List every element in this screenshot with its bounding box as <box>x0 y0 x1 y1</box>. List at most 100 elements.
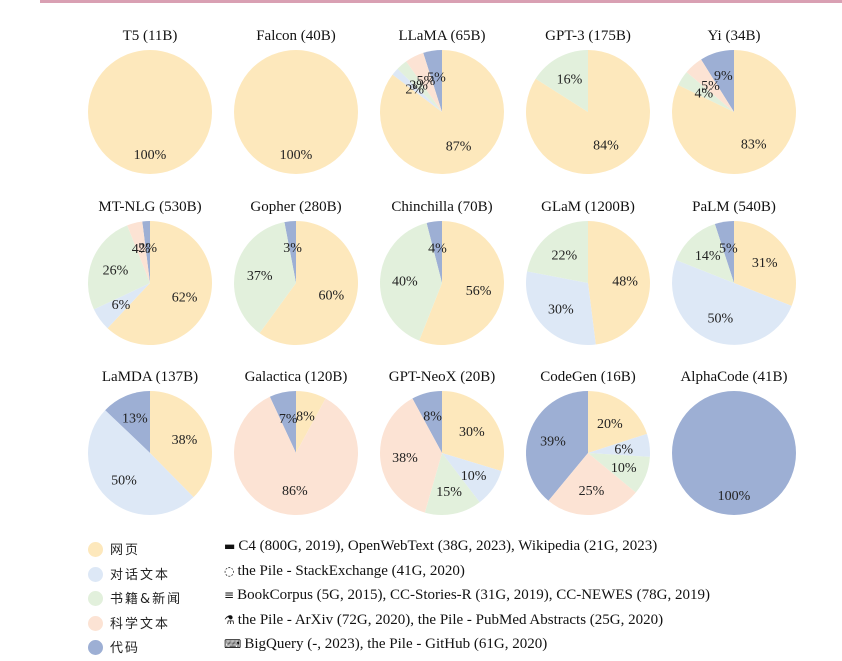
pie-slice-label: 4% <box>428 241 447 256</box>
pie-slice-label: 8% <box>296 410 315 425</box>
pie-slice-label: 5% <box>719 241 738 256</box>
pie-slice <box>379 50 504 174</box>
pie-title: MT-NLG (530B) <box>98 199 201 215</box>
pie-slice-label: 84% <box>593 139 619 154</box>
pie-title: LLaMA (65B) <box>398 28 485 44</box>
pie-chart: GLaM (1200B) 48% 30% 22% <box>526 199 650 345</box>
pie-chart: Falcon (40B) 100% <box>234 28 358 174</box>
pie-slice <box>442 391 504 472</box>
pie-slice <box>419 221 504 345</box>
pie-slice-label: 14% <box>695 249 721 264</box>
pie-title: T5 (11B) <box>123 28 178 44</box>
pie-slice-label: 20% <box>597 417 623 432</box>
legend-sources-text: the Pile - StackExchange (41G, 2020) <box>237 562 465 579</box>
top-divider <box>40 0 842 3</box>
pie-slice <box>88 410 194 515</box>
pie-slice-label: 48% <box>612 275 638 290</box>
pie-chart: GPT-NeoX (20B) 8% 30% 10%15% 38% <box>379 369 504 515</box>
pie-slice-label: 4% <box>694 86 713 101</box>
legend-label-science: 科学文本 <box>110 616 171 632</box>
legend-sources-dialogue: ◌ the Pile - StackExchange (41G, 2020) <box>224 563 465 580</box>
pie-slice <box>588 221 650 345</box>
pie-slice-label: 26% <box>103 263 129 278</box>
pie-slice <box>676 224 734 283</box>
pie-slice <box>406 52 442 112</box>
pie-slice <box>714 221 734 283</box>
pie-slice <box>672 260 792 345</box>
pie-slice <box>527 221 588 283</box>
pie-slice-label: 7% <box>279 412 298 427</box>
microscope-icon: ⚗ <box>224 612 235 627</box>
pie-slice-label: 86% <box>282 484 308 499</box>
pie-title: PaLM (540B) <box>692 199 776 215</box>
legend-swatch-web <box>88 542 103 557</box>
pie-slice <box>588 433 650 457</box>
pie-slice-label: 39% <box>540 434 566 449</box>
pie-slice <box>423 50 442 112</box>
legend-sources-text: BigQuery (-, 2023), the Pile - GitHub (6… <box>244 636 548 653</box>
legend-row-code: 代码 ⌨ BigQuery (-, 2023), the Pile - GitHu… <box>88 636 828 661</box>
legend-swatch-dialogue <box>88 566 103 582</box>
pie-slice <box>105 391 150 453</box>
pie-slice <box>701 50 734 112</box>
legend-sources-text: the Pile - ArXiv (72G, 2020), the Pile -… <box>237 611 664 628</box>
pie-slice <box>150 391 212 498</box>
pie-slice <box>379 222 442 341</box>
pie-slice-label: 5% <box>417 74 436 89</box>
pie-title: CodeGen (16B) <box>540 369 635 385</box>
pie-slice <box>672 391 796 515</box>
pie-slice-label: 9% <box>714 69 733 84</box>
pie-slice-label: 13% <box>122 412 148 427</box>
pie-slice <box>686 59 734 112</box>
pie-title: Yi (34B) <box>708 28 761 44</box>
pie-slice <box>392 68 442 112</box>
speech-bubble-icon: ◌ <box>224 563 235 578</box>
pie-chart: Yi (34B) 9% 83% 4%5% <box>672 28 796 174</box>
legend-row-dialogue: 对话文本 ◌ the Pile - StackExchange (41G, 202… <box>88 563 828 588</box>
pie-slice-label: 8% <box>423 410 442 425</box>
legend-label-dialogue: 对话文本 <box>110 567 171 583</box>
pie-slice-label: 6% <box>614 442 633 457</box>
pie-slice <box>442 453 502 503</box>
pie-slice <box>269 391 296 453</box>
pie-slice <box>426 221 442 283</box>
pie-slice-label: 87% <box>446 139 472 154</box>
pie-slice <box>93 283 150 329</box>
legend-row-books: 书籍&新闻 ≡ BookCorpus (5G, 2015), CC-Stories… <box>88 587 828 612</box>
pie-title: LaMDA (137B) <box>102 369 198 385</box>
pie-slice-label: 56% <box>466 284 492 299</box>
pie-slice <box>234 50 358 174</box>
legend-sources-code: ⌨ BigQuery (-, 2023), the Pile - GitHub (… <box>224 636 547 653</box>
pie-chart: Gopher (280B) 3% 60% 37% <box>233 199 358 345</box>
laptop-icon: ▬ <box>224 539 236 553</box>
pie-slice-label: 30% <box>459 425 485 440</box>
pie-chart: T5 (11B) 100% <box>88 28 212 174</box>
pie-slice-label: 31% <box>752 256 778 271</box>
pie-title: GPT-NeoX (20B) <box>389 369 496 385</box>
pie-title: GPT-3 (175B) <box>545 28 631 44</box>
legend-sources-web: ▬ C4 (800G, 2019), OpenWebText (38G, 2023… <box>224 538 657 555</box>
pie-slice-label: 100% <box>134 148 167 163</box>
legend-sources-books: ≡ BookCorpus (5G, 2015), CC-Stories-R (31… <box>224 587 710 604</box>
legend-label-web: 网页 <box>110 543 141 558</box>
pie-slice-label: 3% <box>409 79 428 94</box>
pie-slice <box>397 61 442 112</box>
pie-chart: LaMDA (137B) 13% 38% 50% <box>88 369 212 515</box>
pie-slice-label: 38% <box>392 451 418 466</box>
pie-slice-label: 40% <box>392 275 418 290</box>
pie-slice-label: 25% <box>579 484 605 499</box>
pie-title: Falcon (40B) <box>256 28 336 44</box>
pie-slice <box>588 391 647 453</box>
pie-slice-label: 100% <box>718 489 751 504</box>
pie-slice-label: 30% <box>548 302 574 317</box>
pie-slice <box>142 221 150 283</box>
pie-chart: Chinchilla (70B) 4% 56% 40% <box>379 199 504 345</box>
pie-slice <box>107 221 213 345</box>
pie-slice <box>296 391 326 453</box>
pie-slice <box>535 50 588 112</box>
legend-sources-text: C4 (800G, 2019), OpenWebText (38G, 2023)… <box>238 538 658 554</box>
pie-slice-label: 15% <box>436 485 462 500</box>
pie-slice <box>588 453 650 493</box>
pie-slice <box>526 390 588 501</box>
pie-slice <box>548 453 636 515</box>
